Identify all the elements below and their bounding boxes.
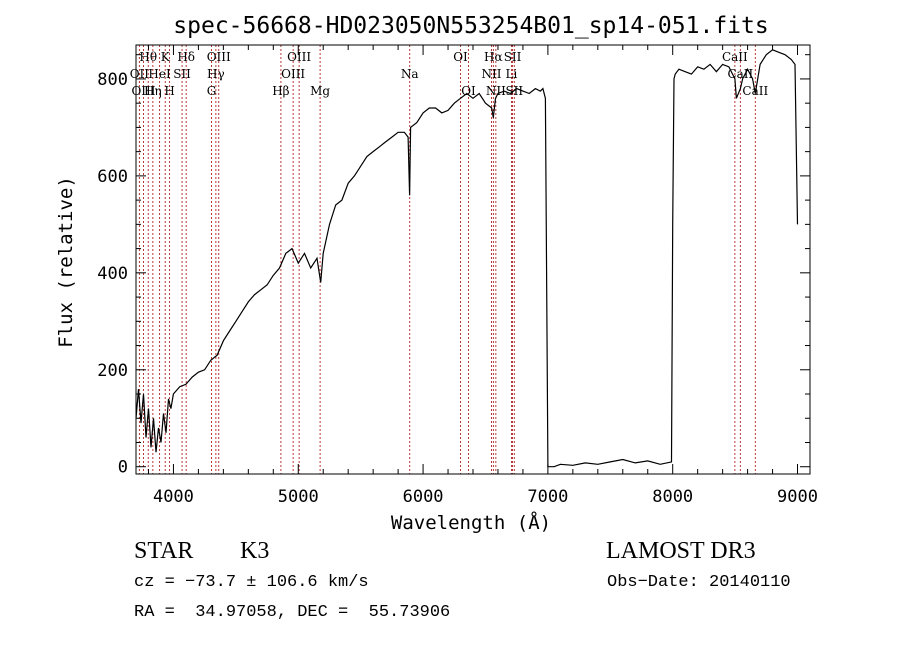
y-tick-label: 600 <box>97 167 128 187</box>
coordinates: RA = 34.97058, DEC = 55.73906 <box>134 603 451 622</box>
x-tick-label: 6000 <box>403 487 444 507</box>
spectral-line-label: OIII <box>281 67 305 81</box>
spectral-line-label: OI <box>453 50 468 64</box>
x-tick-label: 5000 <box>278 487 319 507</box>
chart-title: spec-56668-HD023050N553254B01_sp14-051.f… <box>173 13 768 39</box>
spectrum-chart: spec-56668-HD023050N553254B01_sp14-051.f… <box>55 13 818 534</box>
spectral-line-label: Hα <box>484 50 503 64</box>
object-class: STAR <box>134 538 194 564</box>
y-tick-label: 200 <box>97 361 128 381</box>
y-axis-label: Flux (relative) <box>55 176 77 348</box>
spectral-line-label: CaII <box>722 50 748 64</box>
spectral-line-label: OII <box>130 67 150 81</box>
spectrum-line <box>135 49 799 468</box>
spectral-line-label: OIII <box>207 50 231 64</box>
redshift-cz: cz = −73.7 ± 106.6 km/s <box>134 573 369 592</box>
x-tick-label: 7000 <box>527 487 568 507</box>
spectral-line-label: HeI <box>148 67 171 81</box>
spectral-line-label: OIII <box>131 84 155 98</box>
observation-date: Obs−Date: 20140110 <box>607 573 791 592</box>
spectral-line-label: OIII <box>287 50 311 64</box>
spectral-line-label: Na <box>401 67 419 81</box>
spectral-line-label: G <box>207 84 217 98</box>
x-tick-label: 4000 <box>153 487 194 507</box>
survey-name: LAMOST DR3 <box>606 538 756 564</box>
x-tick-label: 9000 <box>777 487 818 507</box>
spectral-line-label: Hγ <box>207 67 225 81</box>
spectral-line-label: K <box>161 50 171 64</box>
spectral-line-label: Hβ <box>272 84 289 98</box>
object-subclass: K3 <box>240 538 270 564</box>
spectral-line-label: Hδ <box>177 50 195 64</box>
spectral-line-markers <box>138 45 756 474</box>
x-axis-label: Wavelength (Å) <box>391 511 551 534</box>
spectral-line-label: Hη <box>144 84 162 98</box>
spectral-line-label: Li <box>506 67 518 81</box>
axis-ticks: 4000 5000 6000 7000 8000 9000 0 200 400 600 800 <box>97 45 818 507</box>
spectral-line-label: SII <box>504 50 522 64</box>
spectral-line-label: NII <box>481 67 501 81</box>
spectral-line-label: H <box>164 84 174 98</box>
y-tick-label: 0 <box>118 458 128 478</box>
spectral-line-label: NII <box>486 84 506 98</box>
spectral-line-label: Hθ <box>139 50 157 64</box>
x-tick-label: 8000 <box>652 487 693 507</box>
y-tick-label: 400 <box>97 264 128 284</box>
spectral-line-label: Mg <box>310 84 330 98</box>
y-tick-label: 800 <box>97 70 128 90</box>
spectral-line-label: SII <box>173 67 191 81</box>
plot-frame <box>135 44 811 475</box>
